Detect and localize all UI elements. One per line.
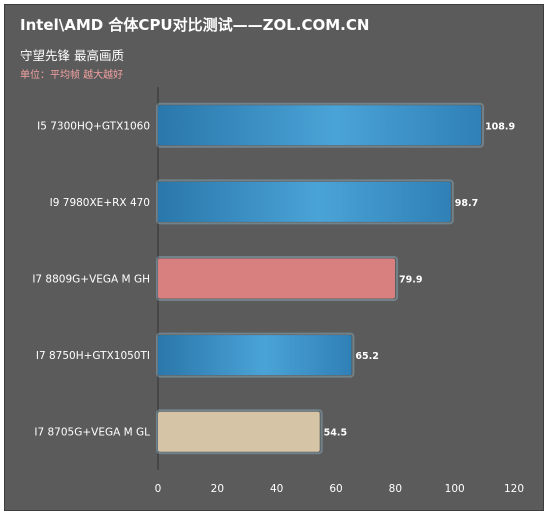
x-tick-label: 60: [329, 483, 342, 495]
x-tick-label: 0: [155, 483, 162, 495]
x-tick-label: 100: [445, 483, 465, 495]
unit-note: 单位：平均帧 越大越好: [20, 70, 124, 81]
bar-glow: [156, 332, 355, 378]
x-tick-label: 20: [211, 483, 224, 495]
bar: [158, 411, 320, 452]
category-label: I7 8809G+VEGA M GH: [32, 274, 150, 286]
chart-subtitle: 守望先锋 最高画质: [20, 48, 124, 63]
bar: [158, 181, 451, 222]
bar: [158, 335, 352, 376]
bar-glow: [156, 256, 399, 301]
data-label: 54.5: [324, 428, 347, 439]
category-label: I7 8705G+VEGA M GL: [34, 427, 150, 439]
category-label: I5 7300HQ+GTX1060: [37, 120, 150, 132]
category-label: I7 8750H+GTX1050TI: [36, 350, 150, 362]
data-label: 98.7: [455, 198, 478, 209]
bar-glow: [156, 179, 454, 225]
x-tick-label: 40: [270, 483, 283, 495]
bar-glow: [156, 102, 485, 148]
data-label: 65.2: [355, 351, 378, 362]
data-label: 108.9: [485, 121, 515, 132]
bar: [158, 105, 482, 146]
category-label: I9 7980XE+RX 470: [50, 197, 150, 209]
x-tick-label: 80: [389, 483, 402, 495]
bar-glow: [156, 409, 323, 455]
bar: [158, 258, 396, 299]
data-label: 79.9: [399, 275, 422, 286]
chart-title: Intel\AMD 合体CPU对比测试——ZOL.COM.CN: [20, 16, 370, 34]
x-tick-label: 120: [504, 483, 524, 495]
